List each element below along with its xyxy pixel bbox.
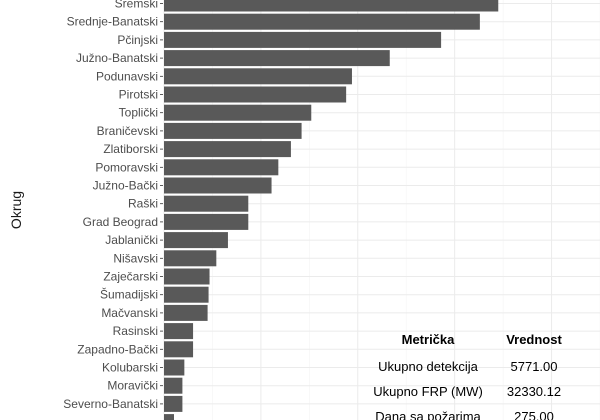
bar (164, 141, 291, 158)
category-label: Šumadijski (100, 287, 158, 302)
category-label: Moravički (107, 379, 158, 393)
bar (164, 0, 499, 12)
category-label: Pčinjski (117, 33, 158, 47)
category-label: Severno-Banatski (63, 397, 158, 411)
bar (164, 213, 249, 230)
bar (164, 268, 210, 285)
bar (164, 122, 302, 139)
category-label: Srednje-Banatski (67, 15, 158, 29)
table-header-value: Vrednost (506, 332, 562, 347)
bar (164, 104, 312, 121)
category-label: Grad Beograd (83, 215, 158, 229)
table-cell-metric: Ukupno detekcija (378, 359, 478, 374)
bar (164, 286, 209, 303)
table-cell-value: 5771.00 (511, 359, 558, 374)
bar (164, 377, 183, 394)
category-labels: Sremski Srednje-Banatski Pčinjski Južno-Ban… (63, 0, 163, 411)
category-label: Zlatiborski (103, 142, 158, 156)
bar (164, 50, 390, 67)
category-label: Toplički (119, 106, 158, 120)
bar (164, 395, 183, 412)
bar (164, 195, 249, 212)
table-cell-value: 32330.12 (507, 384, 561, 399)
table-cell-metric: Ukupno FRP (MW) (373, 384, 483, 399)
bars-layer (164, 0, 499, 420)
bar (164, 13, 480, 30)
category-label: Jablanički (105, 233, 158, 247)
bar (164, 232, 228, 249)
category-label: Mačvanski (101, 306, 158, 320)
category-label: Braničevski (97, 124, 158, 138)
bar (164, 341, 194, 358)
bar (164, 86, 347, 103)
bar (164, 68, 352, 85)
category-label: Kolubarski (102, 361, 158, 375)
bar (164, 250, 217, 267)
category-label: Južno-Banatski (76, 51, 158, 65)
category-label: Podunavski (96, 69, 158, 83)
bar (164, 159, 279, 176)
bar (164, 323, 194, 340)
bar (164, 31, 442, 48)
y-axis-title: Okrug (8, 191, 24, 229)
category-label: Zaječarski (103, 270, 158, 284)
bar-partial (164, 414, 174, 420)
table-cell-value: 275.00 (514, 409, 554, 420)
category-label: Pomoravski (95, 160, 158, 174)
category-label: Nišavski (113, 251, 158, 265)
table-header-metric: Metrička (402, 332, 456, 347)
metrics-table: Metrička Vrednost Ukupno detekcija 5771.… (373, 332, 562, 420)
category-label: Južno-Bački (93, 179, 158, 193)
bar (164, 304, 208, 321)
category-label: Raški (128, 197, 158, 211)
bar (164, 359, 185, 376)
table-cell-metric: Dana sa požarima (375, 409, 481, 420)
category-label: Rasinski (113, 324, 158, 338)
category-label: Pirotski (119, 88, 158, 102)
category-label: Zapadno-Bački (77, 342, 158, 356)
category-label: Sremski (115, 0, 158, 11)
bar (164, 177, 272, 194)
